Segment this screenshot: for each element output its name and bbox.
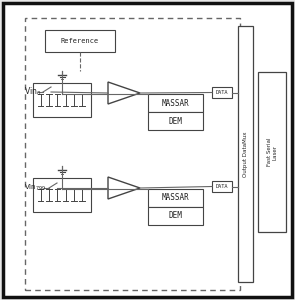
Bar	[148, 112, 203, 130]
Text: MASSAR: MASSAR	[162, 194, 189, 202]
Bar	[148, 94, 203, 112]
Bar	[212, 87, 232, 98]
Text: DEM: DEM	[168, 116, 182, 125]
Bar	[25, 18, 240, 290]
Bar	[212, 181, 232, 192]
Bar	[45, 30, 115, 52]
Text: DATA: DATA	[216, 90, 228, 95]
Bar	[33, 83, 91, 117]
Bar	[33, 178, 91, 212]
Text: MASSAR: MASSAR	[162, 98, 189, 107]
Text: DATA: DATA	[216, 184, 228, 189]
Bar	[258, 72, 286, 232]
Text: Reference: Reference	[61, 38, 99, 44]
Text: Output DataMux: Output DataMux	[243, 131, 248, 177]
Bar	[148, 189, 203, 207]
Text: DEM: DEM	[168, 212, 182, 220]
Bar	[148, 207, 203, 225]
Text: Fast Serial
Laser: Fast Serial Laser	[267, 138, 277, 166]
Text: Vin$_0$: Vin$_0$	[24, 86, 41, 98]
Text: Vin$_{799}$: Vin$_{799}$	[24, 183, 46, 193]
Bar	[238, 26, 253, 282]
